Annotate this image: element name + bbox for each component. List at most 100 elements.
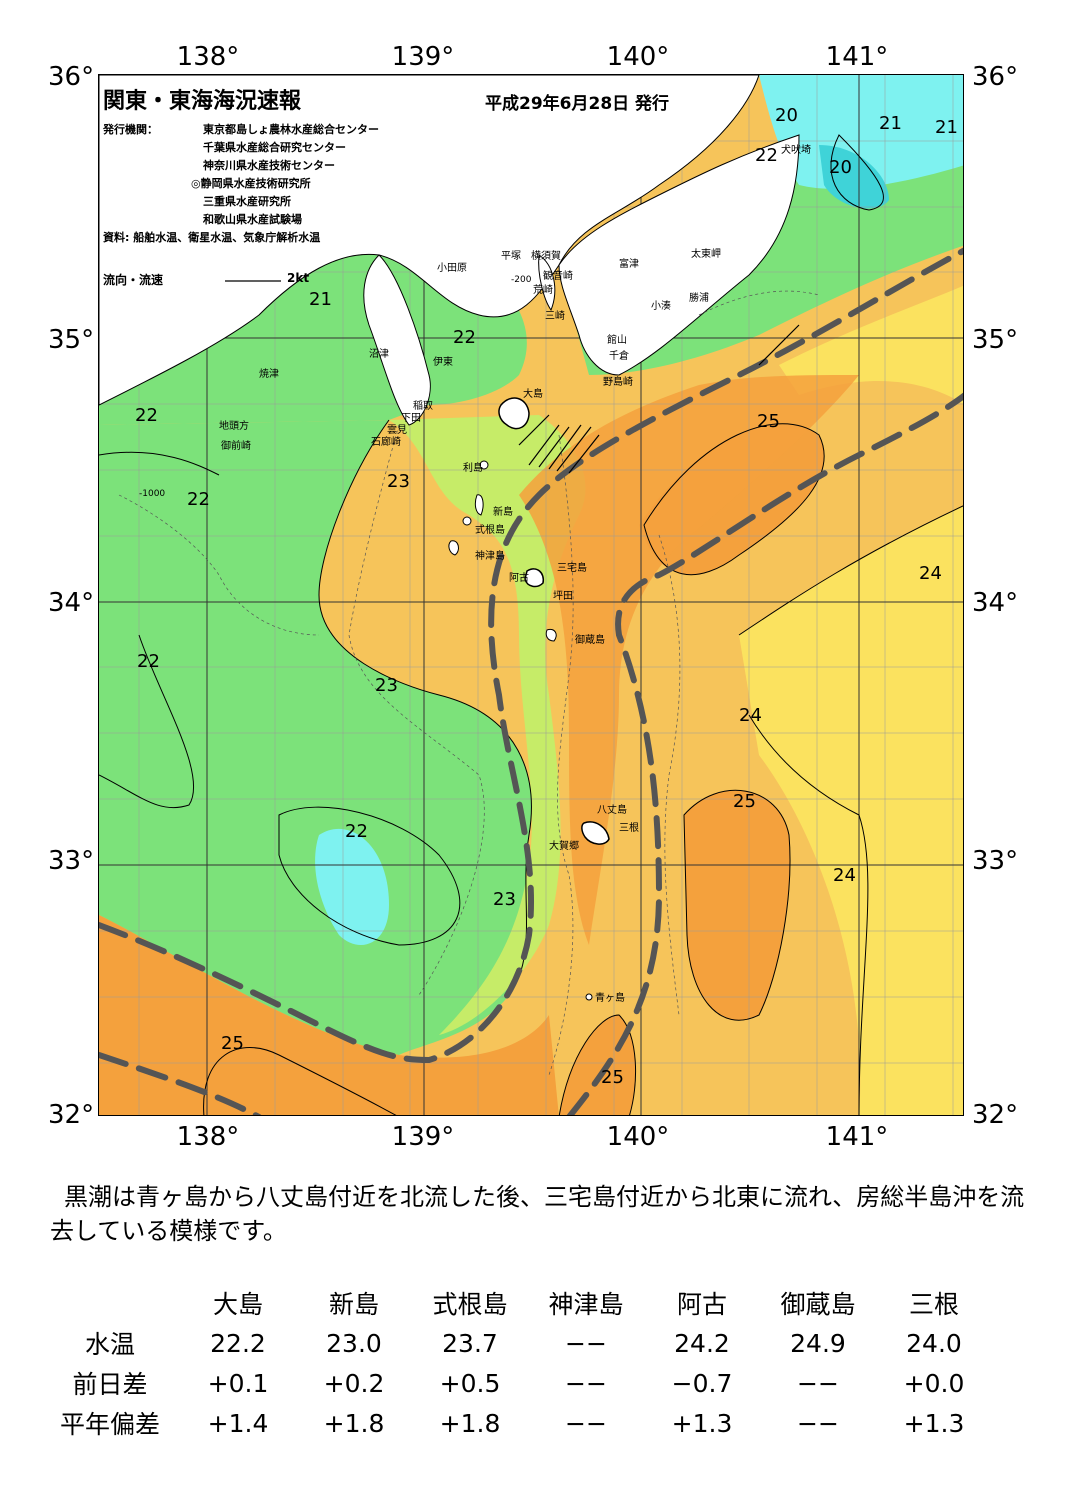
isotherm-label: 25 xyxy=(601,1067,624,1088)
row-header: 平年偏差 xyxy=(59,1410,160,1439)
place-hiratsuka: 平塚 xyxy=(501,251,521,262)
isotherm-label: 24 xyxy=(919,563,942,584)
isotherm-label: 20 xyxy=(829,157,852,178)
depth-label: -1000 xyxy=(139,489,166,499)
place-tsubota: 坪田 xyxy=(553,591,573,602)
isotherm-label: 22 xyxy=(187,489,210,510)
table-row: 前日差 +0.1 +0.2 +0.5 −− −0.7 −− +0.0 xyxy=(40,1363,992,1403)
lat-label-34-right: 34° xyxy=(972,588,1019,618)
place-odawara: 小田原 xyxy=(437,263,467,274)
lat-label-33-left: 33° xyxy=(48,846,95,876)
place-jitogata: 地頭方 xyxy=(219,421,249,432)
table-cell: +1.3 xyxy=(903,1408,965,1438)
island-mikurajima xyxy=(545,628,557,642)
place-kannonzaki: 観音崎 xyxy=(543,271,573,282)
row-header: 水温 xyxy=(84,1330,135,1359)
place-kumomi: 雲見 xyxy=(387,425,407,436)
place-okago: 大賀郷 xyxy=(549,841,579,852)
lon-label-141-top: 141° xyxy=(825,42,889,72)
place-tateyama: 館山 xyxy=(607,335,627,346)
isotherm-label: 25 xyxy=(221,1033,244,1054)
isotherm-label: 23 xyxy=(375,675,398,696)
isotherm-label: 22 xyxy=(135,405,158,426)
place-aogashima: 青ヶ島 xyxy=(595,993,625,1004)
place-misaki: 三崎 xyxy=(545,311,565,322)
isotherm-label: 21 xyxy=(935,117,958,138)
kuroshio-axis xyxy=(99,247,963,1115)
table-cell: 23.7 xyxy=(442,1328,498,1358)
land-izu-peninsula xyxy=(363,254,431,426)
table-cell: 23.0 xyxy=(326,1328,382,1358)
zone-25-southwest xyxy=(99,915,559,1115)
lat-label-32-left: 32° xyxy=(48,1100,95,1130)
table-cell: −− xyxy=(565,1328,607,1358)
island-toshima xyxy=(479,460,489,470)
isotherm-label: 20 xyxy=(775,105,798,126)
zone-21-north xyxy=(759,75,963,189)
place-mikurajima: 御蔵島 xyxy=(575,635,605,646)
table-cell: +0.2 xyxy=(323,1368,385,1398)
place-shimoda: 下田 xyxy=(401,413,421,424)
place-yaizu: 焼津 xyxy=(259,369,279,380)
lon-label-138-top: 138° xyxy=(176,42,240,72)
table-cell: −− xyxy=(565,1408,607,1438)
isotherm-label: 22 xyxy=(453,327,476,348)
column-header: 大島 xyxy=(212,1290,263,1319)
isotherm-label: 24 xyxy=(833,865,856,886)
island-shikinejima xyxy=(462,516,472,526)
table-cell: 24.2 xyxy=(674,1328,730,1358)
isotherm-label: 22 xyxy=(345,821,368,842)
table-cell: +0.5 xyxy=(439,1368,501,1398)
table-cell: 24.9 xyxy=(790,1328,846,1358)
lat-label-36-right: 36° xyxy=(972,62,1019,92)
lon-label-138-bottom: 138° xyxy=(176,1122,240,1152)
zone-21-west-pool xyxy=(315,828,389,945)
issue-date: 平成29年6月28日 発行 xyxy=(485,94,670,114)
land-mainland xyxy=(99,75,760,406)
island-temperature-table: 大島 新島 式根島 神津島 阿古 御蔵島 三根 水温 22.2 23.0 23.… xyxy=(40,1283,992,1443)
lat-label-35-left: 35° xyxy=(48,325,95,355)
isotherm-label: 21 xyxy=(309,289,332,310)
publisher-4: ◎静岡県水産技術研究所 xyxy=(191,177,311,190)
lon-label-140-top: 140° xyxy=(606,42,670,72)
island-oshima xyxy=(498,397,530,430)
place-inatori: 稲取 xyxy=(413,401,433,412)
column-header: 神津島 xyxy=(548,1290,624,1319)
table-row: 水温 22.2 23.0 23.7 −− 24.2 24.9 24.0 xyxy=(40,1323,992,1363)
publisher-3: 神奈川県水産技術センター xyxy=(203,159,335,172)
place-shikinejima: 式根島 xyxy=(475,525,505,536)
data-sources: 資料: 船舶水温、衛星水温、気象庁解析水温 xyxy=(103,231,321,244)
table-cell: −− xyxy=(797,1408,839,1438)
place-taitomisaki: 太東岬 xyxy=(691,249,721,260)
table-corner xyxy=(40,1283,180,1323)
table-row: 平年偏差 +1.4 +1.8 +1.8 −− +1.3 −− +1.3 xyxy=(40,1403,992,1443)
lat-label-34-left: 34° xyxy=(48,588,95,618)
table-cell: −0.7 xyxy=(671,1368,733,1398)
zone-20-north xyxy=(819,145,889,209)
island-miyakejima xyxy=(524,568,545,588)
sea-temperature-map: 関東・東海海況速報 平成29年6月28日 発行 発行機関： 東京都島しょ農林水産… xyxy=(98,74,964,1116)
table-cell: +1.8 xyxy=(323,1408,385,1438)
lat-label-32-right: 32° xyxy=(972,1100,1019,1130)
publishers-label: 発行機関： xyxy=(103,123,158,136)
island-hachijojima xyxy=(581,821,610,845)
column-header: 御蔵島 xyxy=(780,1290,856,1319)
zone-25-eastcore xyxy=(519,375,859,945)
lon-label-141-bottom: 141° xyxy=(825,1122,889,1152)
publisher-5: 三重県水産研究所 xyxy=(203,195,291,208)
table-cell: −− xyxy=(565,1368,607,1398)
place-oshima: 大島 xyxy=(523,389,543,400)
table-cell: +1.3 xyxy=(671,1408,733,1438)
lat-label-35-right: 35° xyxy=(972,325,1019,355)
place-niijima: 新島 xyxy=(493,507,513,518)
isotherm-label: 22 xyxy=(137,651,160,672)
depth-label: -200 xyxy=(511,275,532,285)
place-ito: 伊東 xyxy=(433,357,453,368)
place-irozaki: 石廊崎 xyxy=(371,437,401,448)
legend-label: 流向・流速 xyxy=(103,273,164,287)
zone-24-north xyxy=(779,285,963,404)
table-header-row: 大島 新島 式根島 神津島 阿古 御蔵島 三根 xyxy=(40,1283,992,1323)
isotherm-label: 24 xyxy=(739,705,762,726)
place-ako: 阿古 xyxy=(509,573,529,584)
place-arasaki: 荒崎 xyxy=(533,285,553,296)
